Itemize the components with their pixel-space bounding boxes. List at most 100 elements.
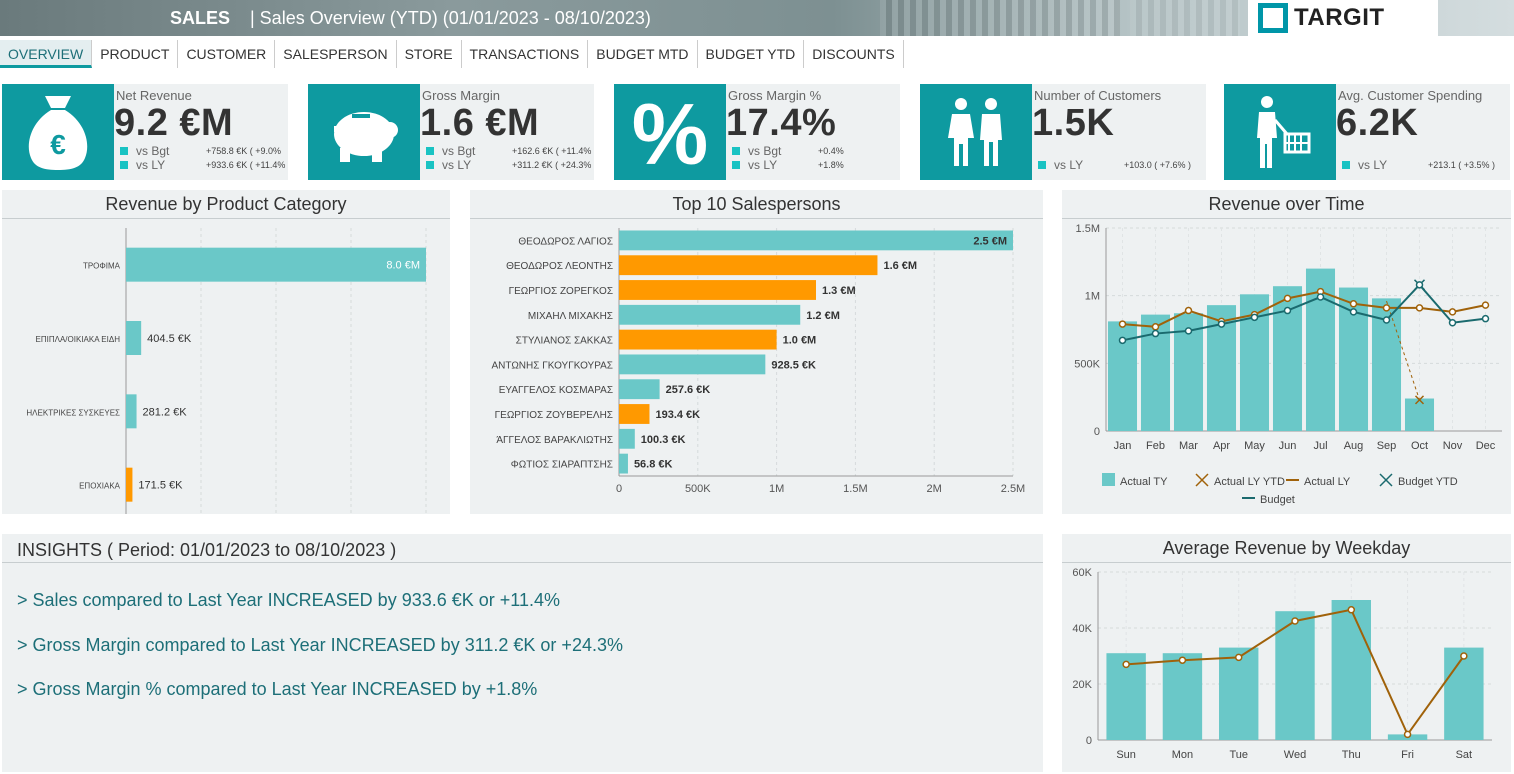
bar — [1404, 398, 1435, 431]
kpi-compare-row: vs Bgt +758.8 €K ( +9.0% — [120, 144, 290, 158]
kpi-label: Gross Margin — [422, 88, 501, 103]
data-point — [1382, 304, 1391, 312]
compare-label: vs LY — [442, 158, 472, 172]
piggy-bank-icon — [308, 84, 420, 180]
data-point — [1415, 281, 1424, 289]
tab-transactions[interactable]: TRANSACTIONS — [462, 40, 589, 68]
kpi-compare-row: vs LY +933.6 €K ( +11.4% — [120, 158, 290, 172]
compare-label: vs Bgt — [748, 144, 782, 158]
category-label: ΜΙΧΑΗΛ ΜΙΧΑΚΗΣ — [528, 311, 613, 322]
data-label: 2.5 €M — [973, 235, 1007, 247]
data-point — [1481, 314, 1490, 323]
kpi-label: Gross Margin % — [728, 88, 822, 103]
category-label: ΕΠΟΧΙΑΚΑ — [79, 482, 121, 491]
x-tick-label: Apr — [1213, 440, 1230, 452]
compare-value: +1.8% — [818, 160, 844, 170]
svg-text:€: € — [50, 129, 66, 160]
tab-customer[interactable]: CUSTOMER — [178, 40, 276, 68]
kpi-avg-spending[interactable]: Avg. Customer Spending 6.2K vs LY +213.1 … — [1224, 84, 1510, 180]
data-point — [1178, 656, 1187, 664]
customers-icon — [920, 84, 1032, 180]
bar — [126, 394, 137, 429]
time-combo-chart: 0 500K 1M 1.5M Jan Feb Mar Apr May Jun Jul Aug Sep Oc… — [1074, 223, 1502, 506]
legend-label: Actual LY YTD — [1214, 476, 1285, 488]
data-point — [1382, 316, 1391, 324]
tab-discounts[interactable]: DISCOUNTS — [804, 40, 904, 68]
legend-swatch — [1195, 473, 1209, 487]
x-tick-label: Thu — [1342, 749, 1361, 761]
tab-budget-mtd[interactable]: BUDGET MTD — [588, 40, 698, 68]
tab-budget-ytd[interactable]: BUDGET YTD — [698, 40, 805, 68]
kpi-net-revenue[interactable]: € Net Revenue 9.2 €M vs Bgt +758.8 €K ( +… — [2, 84, 288, 180]
data-point — [1403, 730, 1412, 739]
y-tick-label: 40K — [1072, 623, 1092, 635]
compare-label: vs LY — [748, 158, 778, 172]
compare-label: vs LY — [1358, 158, 1388, 172]
kpi-value: 6.2K — [1336, 102, 1419, 144]
bar — [619, 280, 816, 300]
page-title: | Sales Overview (YTD) (01/01/2023 - 08/… — [250, 8, 651, 28]
tab-store[interactable]: STORE — [397, 40, 462, 68]
data-label: 257.6 €K — [666, 384, 711, 396]
kpi-gross-margin[interactable]: Gross Margin 1.6 €M vs Bgt +162.6 €K ( +1… — [308, 84, 594, 180]
bar — [619, 304, 801, 325]
data-point — [1448, 318, 1457, 327]
x-tick-label: Nov — [1443, 440, 1463, 452]
insight-line: > Gross Margin compared to Last Year INC… — [17, 635, 623, 655]
kpi-value: 9.2 €M — [114, 102, 234, 144]
compare-label: vs Bgt — [136, 144, 170, 158]
chart-revenue-by-category: Revenue by Product Category 02M4M6M8MΤΡΟ… — [2, 190, 450, 514]
x-tick-label: Jan — [1114, 440, 1132, 452]
data-point — [1184, 306, 1193, 315]
data-point — [1122, 660, 1130, 669]
data-point — [1151, 329, 1160, 338]
category-label: ΘΕΟΔΩΡΟΣ ΛΑΓΙΟΣ — [518, 236, 613, 247]
bar — [1275, 611, 1315, 740]
data-point — [1283, 294, 1292, 303]
category-label: ΕΥΑΓΓΕΛΟΣ ΚΟΣΜΑΡΑΣ — [499, 385, 613, 396]
data-label: 56.8 €K — [634, 459, 673, 471]
kpi-gross-margin-pct[interactable]: % Gross Margin % 17.4% vs Bgt +0.4% vs LY… — [614, 84, 900, 180]
chart-title: Top 10 Salespersons — [672, 194, 841, 214]
tab-salesperson[interactable]: SALESPERSON — [275, 40, 397, 68]
series-line — [1122, 283, 1486, 342]
data-label: 193.4 €K — [655, 409, 700, 421]
legend-swatch — [1379, 473, 1393, 487]
data-point — [1481, 301, 1490, 309]
category-label: ΑΝΤΩΝΗΣ ΓΚΟΥΓΚΟΥΡΑΣ — [492, 360, 613, 371]
data-point — [1118, 320, 1127, 328]
data-label: 1.6 €M — [883, 260, 917, 272]
header-banner: SALES | Sales Overview (YTD) (01/01/2023… — [0, 0, 1514, 36]
x-tick-label: 2M — [927, 483, 942, 495]
svg-text:%: % — [632, 92, 708, 172]
bar — [619, 404, 650, 424]
category-label: ΘΕΟΔΩΡΟΣ ΛΕΟΝΤΗΣ — [506, 261, 613, 272]
y-tick-label: 500K — [1074, 358, 1100, 370]
bar — [619, 230, 1013, 251]
tab-overview[interactable]: OVERVIEW — [0, 40, 93, 68]
data-point — [1291, 617, 1299, 625]
kpi-customers[interactable]: Number of Customers 1.5K vs LY +103.0 ( +… — [920, 84, 1206, 180]
data-label: 281.2 €K — [143, 406, 188, 418]
data-point — [1349, 308, 1358, 316]
x-tick-label: 1M — [769, 483, 784, 495]
tab-product[interactable]: PRODUCT — [92, 40, 179, 68]
x-tick-label: 2.5M — [1001, 483, 1025, 495]
targit-logo: TARGIT — [1248, 0, 1438, 36]
chart-revenue-over-time: Revenue over Time 0 500K 1M 1.5M Jan Feb Mar Ap… — [1062, 190, 1511, 514]
x-tick-label: Oct — [1411, 440, 1428, 452]
data-label: 171.5 €K — [138, 480, 183, 492]
category-label: ΗΛΕΚΤΡΙΚΕΣ ΣΥΣΚΕΥΕΣ — [26, 408, 120, 417]
compare-value: +758.8 €K ( +9.0% — [206, 146, 282, 156]
x-tick-label: Mar — [1179, 440, 1198, 452]
data-label: 928.5 €K — [771, 359, 816, 371]
data-label: 1.2 €M — [806, 310, 840, 322]
category-label: ΓΕΩΡΓΙΟΣ ΖΟΡΕΓΚΟΣ — [509, 286, 613, 297]
insight-line: > Gross Margin % compared to Last Year I… — [17, 679, 538, 699]
data-point — [1118, 336, 1127, 345]
bar — [619, 354, 766, 375]
compare-value: +933.6 €K ( +11.4% — [206, 160, 286, 170]
kpi-value: 1.6 €M — [420, 102, 540, 144]
x-tick-label: Wed — [1284, 749, 1306, 761]
x-tick-label: Sep — [1377, 440, 1397, 452]
